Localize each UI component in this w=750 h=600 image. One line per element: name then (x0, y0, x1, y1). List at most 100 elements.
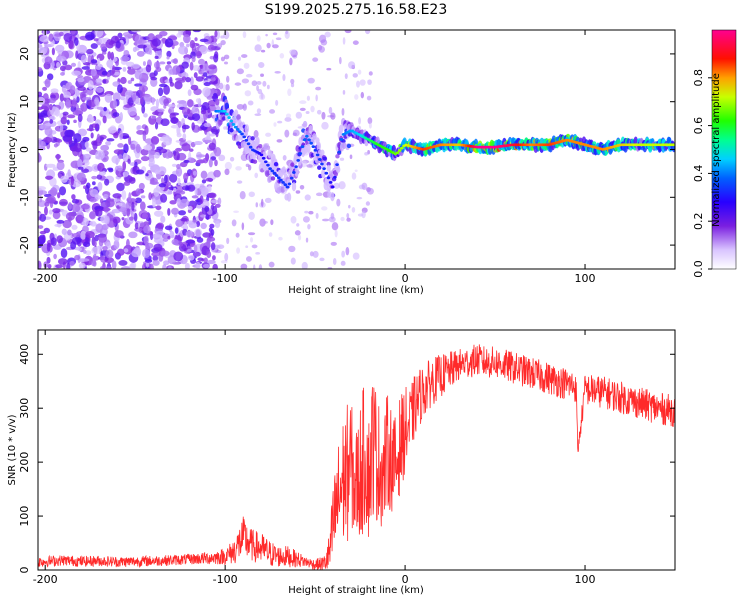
heatmap-ridge-core (300, 145, 305, 149)
heatmap-speckle (285, 113, 292, 119)
snr-x-label: Height of straight line (km) (288, 585, 424, 596)
heatmap-speckle (96, 106, 104, 110)
heatmap-speckle (102, 245, 108, 251)
heatmap-speckle (77, 247, 82, 252)
heatmap-speckle (71, 236, 82, 245)
heatmap-speckle (127, 97, 134, 106)
heatmap-speckle (121, 266, 131, 269)
heatmap-speckle (74, 37, 79, 46)
heatmap-speckle (126, 61, 135, 67)
heatmap-speckle (169, 230, 175, 239)
heatmap-ridge-core (248, 145, 253, 149)
heatmap-speckle (361, 182, 368, 191)
heatmap-speckle (254, 172, 259, 179)
heatmap-speckle (66, 114, 76, 119)
heatmap-speckle (79, 258, 90, 262)
heatmap-speckle (301, 261, 308, 269)
heatmap-speckle (212, 255, 216, 261)
heatmap-speckle (45, 163, 56, 168)
heatmap-speckle (352, 252, 360, 260)
heatmap-speckle (117, 248, 125, 256)
heatmap-speckle (338, 181, 346, 190)
heatmap-ridge-core (289, 176, 294, 180)
heatmap-speckle (155, 200, 160, 205)
heatmap-speckle (123, 143, 129, 154)
heatmap-speckle (288, 245, 296, 253)
heatmap-speckle (359, 79, 366, 86)
heatmap-speckle (216, 244, 225, 250)
heatmap-speckle (151, 115, 157, 120)
colorbar-ticks: 0.0 0.2 0.4 0.6 0.8 (692, 69, 712, 278)
heatmap-speckle (332, 257, 337, 266)
heatmap-speckle (167, 207, 171, 216)
heatmap-speckle (247, 100, 254, 106)
heatmap-speckle (86, 182, 91, 189)
heatmap-speckle (224, 252, 229, 262)
heatmap-speckle (63, 32, 73, 42)
heatmap-speckle (235, 232, 240, 238)
heatmap-speckle (113, 132, 119, 139)
heatmap-speckle (60, 175, 68, 183)
heatmap-speckle (155, 98, 160, 109)
heatmap-speckle (102, 79, 107, 84)
heatmap-speckle (259, 218, 266, 227)
heatmap-speckle (167, 266, 172, 269)
heatmap-speckle (98, 37, 107, 44)
heatmap-speckle (114, 230, 124, 238)
heatmap-speckle (243, 62, 250, 69)
heatmap-speckle (214, 30, 218, 38)
heatmap-speckle (326, 67, 332, 71)
heatmap-speckle (229, 156, 235, 162)
heatmap-speckle (140, 155, 150, 162)
heatmap-speckle (71, 62, 77, 67)
heatmap-speckle (105, 141, 111, 146)
heatmap-speckle (253, 264, 256, 269)
heatmap-speckle (105, 266, 113, 269)
heatmap-speckle (50, 187, 58, 197)
heatmap-speckle (181, 76, 187, 81)
heatmap-speckle (236, 68, 244, 75)
heatmap-speckle (201, 187, 209, 196)
heatmap-ridge-cell (273, 166, 278, 174)
heatmap-speckle (269, 109, 276, 114)
heatmap-speckle (120, 55, 130, 62)
heatmap-speckle (255, 202, 259, 208)
heatmap-speckle (148, 217, 152, 226)
heatmap-speckle (38, 118, 42, 123)
heatmap-speckle (302, 216, 310, 223)
heatmap-speckle (206, 131, 211, 139)
heatmap-speckle (152, 259, 160, 266)
heatmap-speckle (58, 31, 64, 37)
heatmap-speckle (191, 122, 195, 131)
heatmap-speckle (155, 66, 162, 73)
heatmap-speckle (68, 138, 73, 145)
heatmap-speckle (368, 122, 372, 129)
heatmap-speckle (272, 32, 278, 36)
heatmap-speckle (357, 69, 362, 75)
heatmap-speckle (63, 91, 72, 99)
heatmap-speckle (192, 65, 201, 71)
y-tick-label: 400 (18, 344, 31, 365)
heatmap-speckle (156, 230, 164, 236)
heatmap-speckle (154, 122, 159, 130)
heatmap-speckle (183, 34, 191, 44)
heatmap-speckle (120, 95, 125, 101)
heatmap-speckle (162, 238, 169, 242)
heatmap-ridge-cell (224, 102, 230, 110)
heatmap-speckle (115, 60, 119, 67)
heatmap-speckle (183, 159, 190, 164)
heatmap-speckle (39, 35, 50, 43)
heatmap-speckle (284, 116, 292, 122)
heatmap-speckle (214, 220, 221, 229)
heatmap-speckle (108, 168, 114, 173)
heatmap-speckle (195, 261, 201, 269)
heatmap-speckle (100, 43, 107, 50)
heatmap-speckle (295, 111, 303, 119)
heatmap-speckle (256, 81, 262, 85)
heatmap-speckle (248, 191, 255, 198)
heatmap-speckle (77, 113, 83, 123)
y-tick-label: 20 (18, 47, 31, 61)
heatmap-speckle (245, 256, 252, 262)
heatmap-speckle (112, 92, 121, 102)
